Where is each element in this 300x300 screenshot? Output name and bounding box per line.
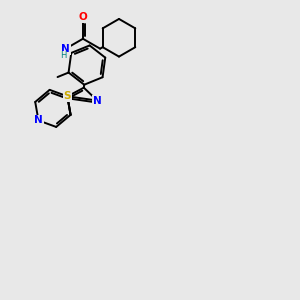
Text: N: N	[93, 95, 102, 106]
Text: O: O	[79, 12, 87, 22]
Text: N: N	[61, 44, 70, 54]
Text: H: H	[60, 51, 66, 60]
Text: S: S	[64, 92, 71, 101]
Text: N: N	[34, 116, 43, 125]
